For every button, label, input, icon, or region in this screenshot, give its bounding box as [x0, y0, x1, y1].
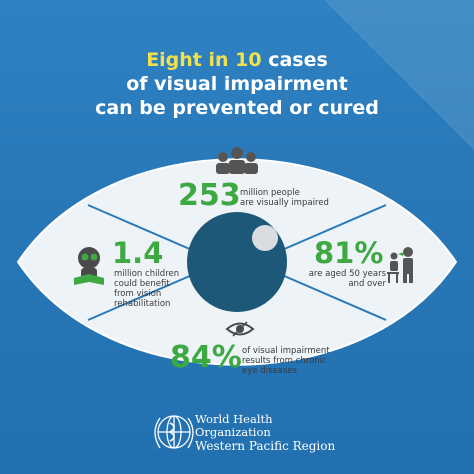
stat-left-value: 1.4 — [112, 236, 164, 270]
footer-line2: Organization — [195, 425, 271, 439]
divider-bottom-left — [87, 274, 193, 321]
stat-bottom-value: 84% — [170, 340, 242, 375]
corner-accent — [324, 0, 474, 150]
stat-top-desc: million people are visually impaired — [240, 188, 329, 208]
divider-top-right — [281, 204, 387, 251]
stat-bottom-desc-line3: eye diseases — [242, 366, 297, 376]
divider-bottom-right — [281, 274, 387, 321]
stat-bottom-desc-line1: of visual impairment — [242, 346, 330, 356]
stat-right-value: 81% — [314, 236, 384, 270]
stat-top-value: 253 — [178, 178, 241, 213]
stat-bottom-desc-line2: results from chronic — [242, 356, 327, 366]
stat-left-desc-line1: million children — [114, 269, 180, 279]
stat-right-desc-line1: are aged 50 years — [308, 269, 386, 279]
eye-examination-icon — [387, 247, 413, 283]
child-reading-icon — [74, 247, 104, 285]
divider-top-left — [87, 204, 193, 251]
stat-right-desc-line2: and over — [348, 279, 386, 289]
footer-line3: Western Pacific Region — [195, 439, 336, 453]
headline-highlight: Eight in 10 — [146, 49, 262, 71]
headline-line1-rest: cases — [261, 49, 328, 71]
iris-highlight — [252, 225, 278, 251]
stat-left-desc-line3: from vision — [114, 289, 162, 299]
headline-line1: Eight in 10 cases — [0, 48, 474, 72]
stat-left-desc-line4: rehabilitation — [114, 299, 171, 309]
footer-line1: World Health — [195, 412, 273, 426]
eye-disease-icon — [225, 321, 255, 337]
headline-line3: can be prevented or cured — [95, 97, 379, 119]
who-wordmark: World Health Organization Western Pacifi… — [195, 412, 336, 454]
stat-bottom-desc: of visual impairment results from chroni… — [242, 346, 330, 376]
stat-left-desc: million children could benefit from visi… — [114, 269, 179, 309]
stat-right-desc: are aged 50 years and over — [306, 269, 386, 289]
iris — [187, 212, 287, 312]
headline-line2: of visual impairment — [126, 73, 348, 95]
stat-top-desc-line1: million people — [240, 188, 300, 198]
who-emblem-icon — [154, 415, 194, 449]
stat-left-desc-line2: could benefit — [114, 279, 170, 289]
people-group-icon — [216, 147, 258, 174]
stat-top-desc-line2: are visually impaired — [240, 198, 329, 208]
